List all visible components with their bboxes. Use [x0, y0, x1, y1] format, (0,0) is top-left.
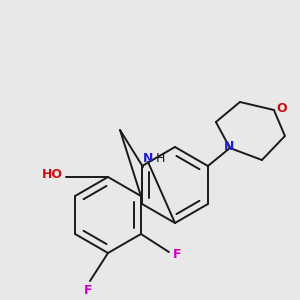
Text: F: F [173, 248, 181, 260]
Text: HO: HO [41, 169, 62, 182]
Text: H: H [155, 152, 165, 166]
Text: F: F [84, 284, 92, 298]
Text: N: N [224, 140, 234, 154]
Text: O: O [277, 101, 287, 115]
Text: N: N [143, 152, 153, 166]
